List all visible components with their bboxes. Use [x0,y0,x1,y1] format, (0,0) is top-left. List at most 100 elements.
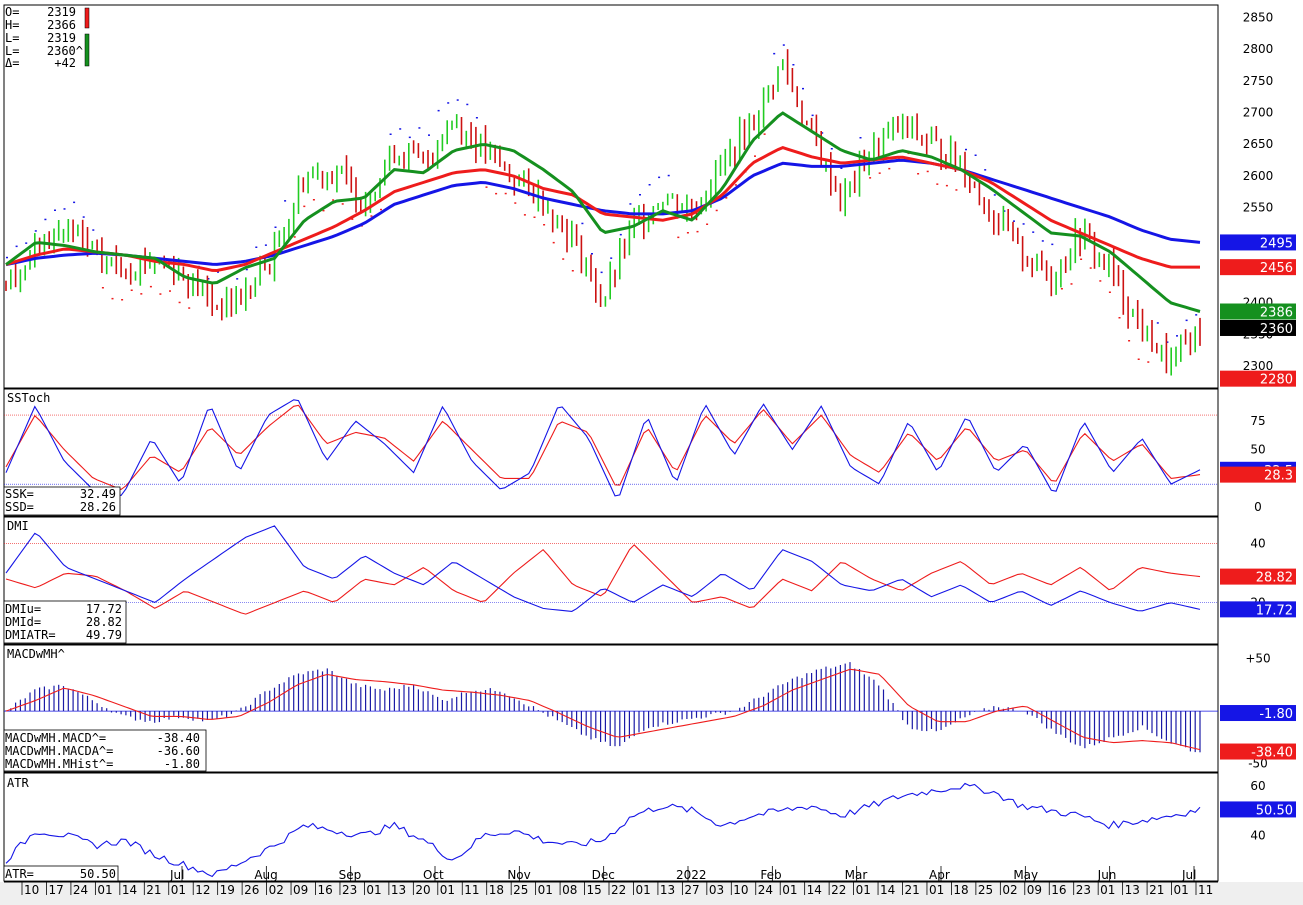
date-label: 20 [415,883,430,897]
sar-dot [802,87,804,90]
sar-dot [543,224,546,226]
sar-dot [25,242,28,244]
date-label: 10 [24,883,39,897]
price-layer: 2300235024002450250025502600265027002750… [5,11,1296,388]
ohlc-delta-label: Δ= [5,56,19,70]
dmiu-label: DMIu= [5,602,41,616]
sar-dot [495,192,498,195]
sar-dot [73,201,76,204]
sar-dot [504,192,507,195]
date-label: 14 [880,883,895,897]
date-label: 24 [73,883,88,897]
sar-dot [686,232,689,234]
sar-dot [571,270,574,272]
dmiatr-value: 49.79 [86,628,122,642]
axis-layer: 10 17 24 01 14 21 01 12 19 26 02 09 16 23 01 13 20 01 11 18… [21,866,1213,897]
sar-dot [965,148,967,151]
ma-slow-line [5,158,1201,267]
date-label: 11 [1198,883,1213,897]
sar-dot [533,216,536,218]
sstoch-y-tick: 50 [1250,443,1265,457]
macda-value: -36.60 [157,744,200,758]
sar-dot [754,155,756,157]
sar-dot [178,301,181,304]
price-last-1-bg [1220,259,1296,276]
month-label: Mar [845,868,868,882]
sar-dot [1041,240,1044,242]
sar-dot [293,236,296,238]
dmi-last-0: 28.82 [1256,571,1293,586]
sstoch-last-1: 28.3 [1264,469,1293,484]
dmi-readout: DMIu= 17.72 DMId= 28.82 DMIATR= 49.79 [3,600,127,644]
macda-label: MACDwMH.MACDA^= [5,744,113,758]
ohlc-low-label: L= [5,31,19,45]
date-label: 24 [758,883,773,897]
sar-dot [140,293,143,295]
sar-dot [619,233,622,236]
sar-dot [1099,280,1102,282]
date-label: 13 [1125,883,1140,897]
sar-dot [706,223,709,225]
date-label: 26 [244,883,259,897]
sar-dot [370,215,373,217]
date-label: 14 [122,883,137,897]
sar-dot [888,167,891,170]
dmi-last-0-bg [1220,568,1296,585]
sar-dot [658,176,661,179]
sar-dot [523,214,526,216]
price-last-3-bg [1220,319,1296,336]
macd-last-1-bg [1220,743,1296,760]
ma-mid-line [5,145,1200,273]
sar-dot [984,169,987,171]
date-label: 01 [1174,883,1189,897]
sar-dot [773,52,776,55]
date-label: 01 [856,883,871,897]
macd-last-0-bg [1220,705,1296,722]
sar-dot [264,244,267,246]
macd-y-tick: -50 [1248,757,1268,771]
date-label: 15 [587,883,602,897]
atr-last-0-bg [1220,801,1296,818]
date-label: 17 [48,883,63,897]
ohlc-readout: O= H= L= L= Δ= 2319 2366 2319 2360^ +42 [5,5,91,70]
date-label: 01 [538,883,553,897]
date-label: 02 [1002,883,1017,897]
dmid-label: DMId= [5,615,41,629]
atr-panel [3,772,1219,882]
sar-dot [715,209,718,212]
macd-last-1: -38.40 [1251,746,1293,761]
sar-dot [341,203,344,205]
ssk-value: 32.49 [80,487,116,501]
sar-dot [974,154,977,156]
date-label: 25 [513,883,528,897]
month-label: Feb [760,868,781,882]
sar-dot [466,103,469,106]
sar-dot [322,209,325,212]
ssk-line [5,399,1201,497]
sstoch-layer: 0507532.528.3 [4,399,1296,514]
sstoch-panel [3,388,1219,517]
atr-value: 50.50 [80,867,116,881]
date-label: 01 [440,883,455,897]
sar-dot [629,203,632,205]
dmiatr-label: DMIATR= [5,628,56,642]
sstoch-readout: SSK= 32.49 SSD= 28.26 [3,486,121,516]
sar-dot [428,134,430,136]
sar-dot [734,184,737,186]
date-label: 23 [342,883,357,897]
sar-dot [111,297,114,300]
sar-dot [1166,341,1169,343]
price-last-4-bg [1220,370,1296,387]
sar-dot [380,208,382,211]
month-label: Aug [254,868,277,882]
sar-dot [878,172,881,174]
date-label: 01 [171,883,186,897]
price-last-4: 2280 [1260,373,1293,388]
sar-dot [447,102,450,104]
ohlc-last: 2360^ [47,44,83,58]
sar-dot [1080,258,1083,260]
sar-dot [1051,243,1054,246]
sar-dot [763,133,766,135]
sar-dot [926,170,929,173]
date-axis-bg [0,882,1303,905]
